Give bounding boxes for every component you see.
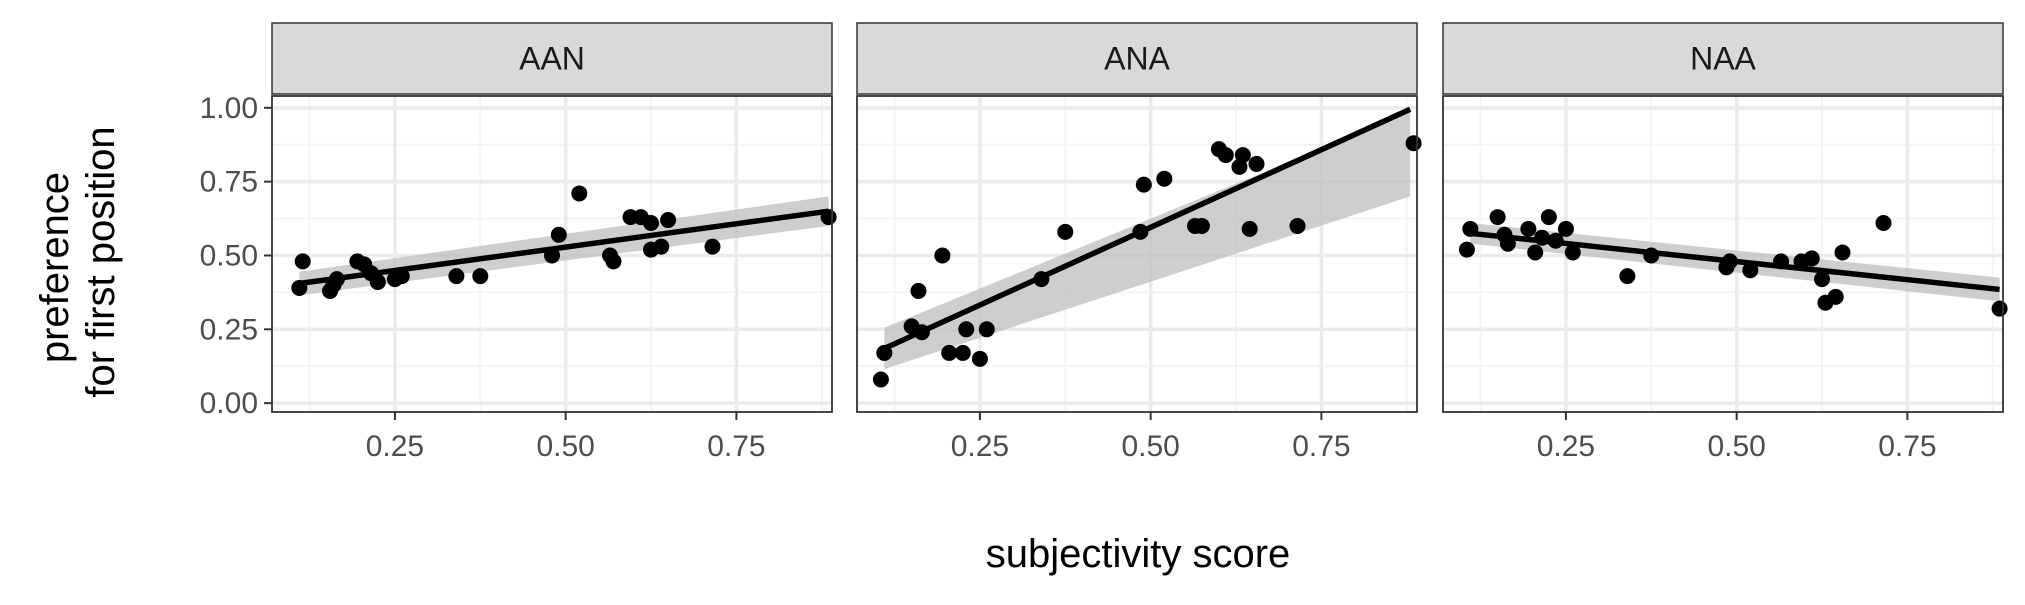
regression-line: [1470, 230, 2000, 293]
data-point: [472, 268, 489, 285]
data-point: [1564, 244, 1581, 261]
x-tick-label: 0.25: [951, 430, 1009, 463]
data-point: [971, 350, 988, 367]
regression-line: [298, 208, 829, 287]
facet-label: ANA: [1104, 41, 1170, 77]
panels-layer: AAN 0.25 0.50 0.75 ANA 0.25 0.50 0.75 NAA 0.25 0.5…: [271, 22, 2008, 463]
data-point: [1834, 244, 1851, 261]
x-axis-title: subjectivity score: [986, 532, 1291, 576]
data-point: [1057, 223, 1074, 240]
data-point: [941, 344, 958, 361]
y-tick-label: 0.00: [200, 387, 258, 420]
panel-border: [271, 95, 833, 413]
data-point: [605, 253, 622, 270]
x-tick-label: 0.50: [1707, 430, 1765, 463]
x-tick-label: 0.75: [1878, 430, 1936, 463]
data-point: [660, 212, 677, 229]
data-point: [653, 238, 670, 255]
confidence-band: [884, 112, 1411, 370]
data-point: [1241, 220, 1258, 237]
y-tick-label: 0.75: [200, 166, 258, 199]
y-axis-title-line-2: for first position: [79, 126, 123, 397]
data-point: [1234, 147, 1251, 164]
facet-strip: [1442, 22, 2004, 95]
data-point: [1135, 176, 1152, 193]
data-point: [448, 268, 465, 285]
data-point: [1540, 209, 1557, 226]
data-point: [1289, 217, 1306, 234]
data-point: [1248, 155, 1265, 172]
data-point: [1742, 262, 1759, 279]
facet-label: NAA: [1690, 41, 1756, 77]
data-point: [1557, 220, 1574, 237]
data-point: [954, 344, 971, 361]
data-point: [978, 321, 995, 338]
data-point: [1489, 209, 1506, 226]
data-point: [1156, 170, 1173, 187]
x-tick-label: 0.25: [1537, 430, 1595, 463]
x-tick-label: 0.50: [1121, 430, 1179, 463]
y-tick-label: 0.25: [200, 313, 258, 346]
data-point: [1458, 241, 1475, 258]
data-point: [1827, 288, 1844, 305]
data-point: [369, 274, 386, 291]
data-point: [1814, 271, 1831, 288]
data-point: [1619, 268, 1636, 285]
y-axis-title: preference for first position: [33, 126, 123, 397]
data-point: [1520, 220, 1537, 237]
data-point: [571, 185, 588, 202]
facet-label: AAN: [519, 41, 585, 77]
data-point: [550, 226, 567, 243]
y-tick-label: 0.50: [200, 239, 258, 272]
data-point: [1991, 300, 2008, 317]
y-axis-title-line-1: preference: [33, 172, 77, 363]
panel-aan: AAN 0.25 0.50 0.75: [271, 22, 837, 463]
data-point: [1803, 250, 1820, 267]
y-axis: 0.00 0.25 0.50 0.75 1.00: [200, 92, 272, 420]
data-point: [704, 238, 721, 255]
panel-border: [1442, 95, 2004, 413]
panel-naa: NAA 0.25 0.50 0.75: [1442, 22, 2008, 463]
data-point: [643, 214, 660, 231]
data-point: [1875, 214, 1892, 231]
x-tick-label: 0.25: [366, 430, 424, 463]
panel-ana: ANA 0.25 0.50 0.75: [856, 22, 1422, 463]
data-point: [934, 247, 951, 264]
data-point: [1193, 217, 1210, 234]
facet-strip: [856, 22, 1418, 95]
data-point: [1217, 147, 1234, 164]
data-point: [872, 371, 889, 388]
data-point: [1405, 135, 1422, 152]
facet-strip: [271, 22, 833, 95]
regression-line: [883, 106, 1412, 352]
x-tick-label: 0.50: [536, 430, 594, 463]
y-tick-label: 1.00: [200, 92, 258, 125]
data-point: [910, 282, 927, 299]
x-tick-label: 0.75: [1292, 430, 1350, 463]
panel-border: [856, 95, 1418, 413]
data-point: [958, 321, 975, 338]
data-point: [1527, 244, 1544, 261]
x-tick-label: 0.75: [707, 430, 765, 463]
data-point: [294, 253, 311, 270]
